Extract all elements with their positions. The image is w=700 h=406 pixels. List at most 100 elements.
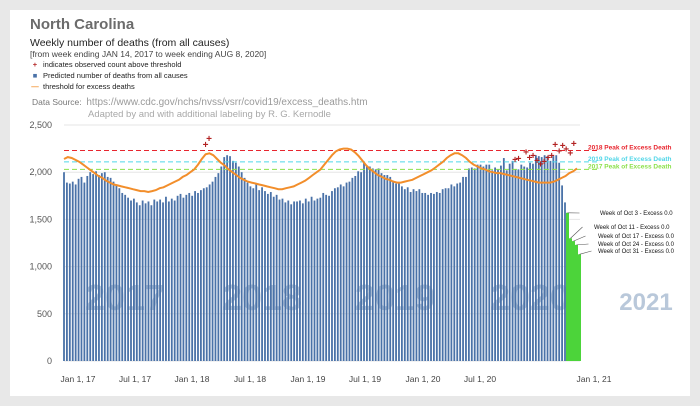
bar [561,185,563,361]
bar [89,172,92,361]
bar [540,157,543,361]
bar [537,156,540,361]
bar [162,202,164,361]
bar [80,176,83,361]
excess-bar [578,254,581,361]
bar [435,192,438,361]
source-link[interactable]: https://www.cdc.gov/nchs/nvss/vsrr/covid… [86,97,368,108]
x-tick-label: Jul 1, 17 [119,374,151,384]
bar [377,168,380,361]
bar [395,183,397,361]
bar [409,192,412,361]
bar [319,197,322,361]
bar [98,175,100,361]
bar [333,188,336,361]
bar-chart: 2017201820192020202105001,0001,5002,0002… [29,120,675,384]
bar [182,197,185,361]
y-tick-label: 1,000 [29,262,52,272]
bar [310,196,313,361]
bar [223,157,226,361]
bar [141,200,144,361]
bar [500,165,502,361]
bar [380,173,383,361]
excess-bar [572,241,575,361]
annotation-leader [570,226,583,239]
bar [342,186,345,361]
state-title: North Carolina [30,16,135,33]
bar [275,194,278,361]
legend-label: Predicted number of deaths from all caus… [43,71,188,80]
bar [529,162,531,361]
bar [421,192,424,361]
bar [304,198,307,361]
bar [403,189,406,361]
bar [473,168,476,361]
bar [124,194,127,361]
y-tick-label: 0 [47,356,52,366]
bar [199,190,202,361]
bar [106,176,109,361]
y-tick-label: 500 [37,309,52,319]
chart-subtitle: [from week ending JAN 14, 2017 to week e… [30,49,267,59]
bar [386,175,389,361]
line-marker-icon: — [31,82,39,91]
bar [462,176,464,361]
bar [165,196,167,361]
bar [532,163,534,361]
bar [517,169,520,361]
bar [167,201,170,361]
bar [316,198,319,361]
bar [66,182,68,361]
bar [188,192,191,361]
bar [156,201,159,361]
bar [281,198,284,361]
above-threshold-marker: + [567,148,573,159]
bar [284,202,287,361]
above-threshold-marker: + [545,153,551,164]
bar [121,192,124,361]
peak-reference-label: 2019 Peak of Excess Death [588,156,671,163]
above-threshold-marker: + [527,153,533,164]
bar [144,203,147,361]
bar [95,171,97,361]
annotation-leader [576,243,589,246]
plus-marker-icon: + [32,60,38,69]
legend-item-predicted: ■ Predicted number of deaths from all cau… [30,71,188,80]
excess-annotation: Week of Oct 3 - Excess 0.0 [600,211,673,217]
bar [558,162,561,361]
bar [194,191,196,361]
bar [488,164,491,361]
bar [269,192,272,361]
bar [368,166,371,361]
threshold-line [63,147,578,194]
bar [459,182,462,361]
excess-annotation: Week of Oct 17 - Excess 0.0 [598,234,675,240]
bar [546,156,549,361]
bar [415,191,418,361]
bar [406,187,409,361]
bar [427,194,430,361]
bar [240,172,243,361]
bar [508,163,511,361]
bar [383,175,386,361]
bar [470,167,473,361]
x-tick-label: Jan 1, 17 [61,374,96,384]
above-threshold-marker: + [549,151,555,162]
annotation-leader [573,235,586,242]
bar [424,192,427,361]
bar [520,164,523,361]
bar [138,205,141,361]
bar [418,189,421,361]
bar [71,181,74,361]
bar [465,176,467,361]
bar [374,169,377,361]
year-watermark: 2021 [619,289,672,316]
bar [345,182,348,361]
bar [400,186,403,361]
excess-annotation: Week of Oct 11 - Excess 0.0 [594,225,670,231]
peak-reference-label: 2018 Peak of Excess Death [588,144,671,151]
above-threshold-marker: + [534,156,540,167]
bar [339,184,342,361]
bar [301,203,304,361]
x-tick-label: Jul 1, 18 [234,374,266,384]
